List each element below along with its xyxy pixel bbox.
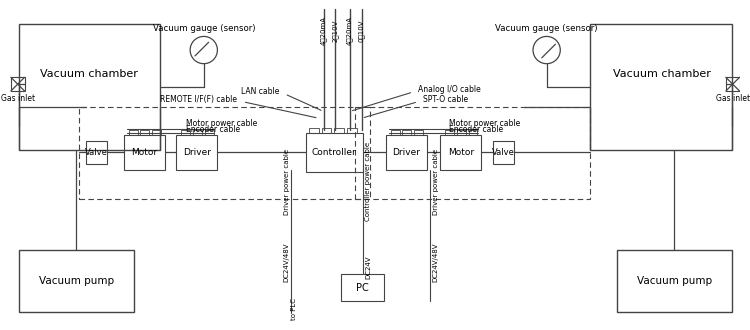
Bar (11, 77, 25, 91)
Bar (341, 274, 384, 301)
Text: Vacuum chamber: Vacuum chamber (613, 69, 710, 80)
Text: LAN cable: LAN cable (242, 87, 280, 96)
Text: 2～10V: 2～10V (332, 19, 338, 42)
Bar (469, 130, 478, 135)
Text: Driver power cable: Driver power cable (284, 148, 290, 214)
Bar (355, 107, 590, 199)
Bar (86, 141, 107, 164)
Text: Gas inlet: Gas inlet (1, 94, 34, 103)
Text: Analog I/O cable: Analog I/O cable (418, 85, 481, 94)
Text: Motor: Motor (448, 148, 474, 157)
Text: Valve: Valve (492, 148, 515, 157)
Bar (391, 130, 400, 135)
Text: DC24V/48V: DC24V/48V (284, 243, 290, 282)
Text: 4～20mA: 4～20mA (320, 16, 327, 45)
Bar (616, 250, 732, 312)
Text: Controller power cable: Controller power cable (365, 142, 371, 221)
Text: Encoder cable: Encoder cable (187, 125, 241, 134)
Text: DC24V: DC24V (365, 255, 371, 279)
Bar (457, 130, 466, 135)
Text: Driver: Driver (183, 148, 211, 157)
Bar (193, 130, 202, 135)
Text: Motor power cable: Motor power cable (448, 118, 520, 128)
Bar (124, 135, 165, 170)
Bar (140, 130, 149, 135)
Text: Gas inlet: Gas inlet (716, 94, 750, 103)
Text: Vacuum pump: Vacuum pump (637, 276, 712, 286)
Bar (322, 128, 332, 133)
Text: PC: PC (356, 283, 369, 293)
Text: Controller: Controller (312, 148, 357, 157)
Text: Vacuum gauge (sensor): Vacuum gauge (sensor) (152, 24, 255, 33)
Bar (590, 24, 732, 150)
Text: Motor: Motor (131, 148, 158, 157)
Text: Encoder cable: Encoder cable (449, 125, 503, 134)
Bar (152, 130, 161, 135)
Text: SPT-O cable: SPT-O cable (423, 95, 468, 104)
Bar (414, 130, 423, 135)
Bar (309, 128, 319, 133)
Text: Vacuum chamber: Vacuum chamber (40, 69, 138, 80)
Bar (205, 130, 214, 135)
Bar (176, 135, 218, 170)
Text: 4～20mA: 4～20mA (346, 16, 353, 45)
Bar (182, 130, 190, 135)
Bar (386, 135, 427, 170)
Bar (306, 133, 362, 172)
Bar (334, 128, 344, 133)
Bar (129, 130, 137, 135)
Text: Driver: Driver (392, 148, 420, 157)
Text: Valve: Valve (86, 148, 108, 157)
Text: 0～10V: 0～10V (358, 19, 364, 42)
Text: Driver power cable: Driver power cable (433, 148, 439, 214)
Text: REMOTE I/F(F) cable: REMOTE I/F(F) cable (160, 95, 237, 104)
Bar (440, 135, 482, 170)
Text: Vacuum gauge (sensor): Vacuum gauge (sensor) (496, 24, 598, 33)
Bar (446, 130, 454, 135)
Bar (726, 77, 740, 91)
Text: Vacuum pump: Vacuum pump (38, 276, 114, 286)
Text: to PLC: to PLC (291, 298, 297, 320)
Text: Motor power cable: Motor power cable (186, 118, 257, 128)
Bar (493, 141, 514, 164)
Bar (79, 107, 370, 199)
Text: DC24V/48V: DC24V/48V (433, 243, 439, 282)
Bar (19, 250, 134, 312)
Bar (19, 24, 160, 150)
Bar (403, 130, 411, 135)
Bar (347, 128, 357, 133)
